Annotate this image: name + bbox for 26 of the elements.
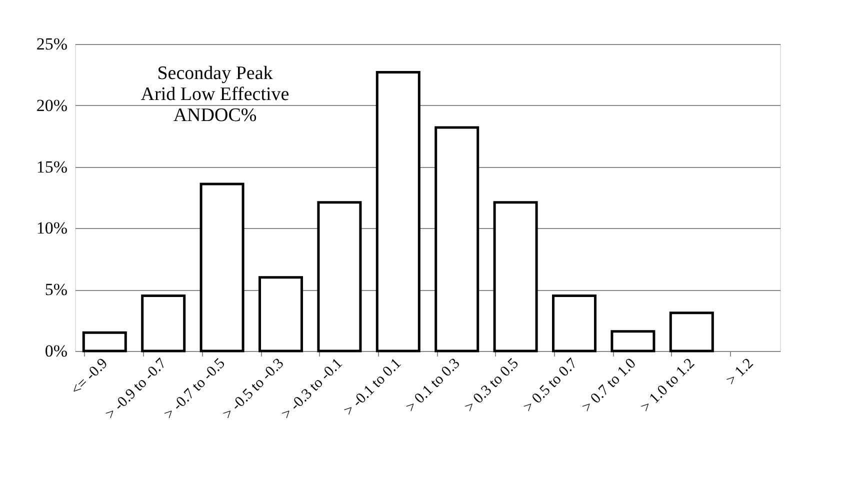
bar xyxy=(258,276,303,352)
y-tick-label: 10% xyxy=(36,218,68,238)
y-tick-label: 20% xyxy=(36,96,68,115)
x-tick-label: > -0.1 to 0.1 xyxy=(340,356,405,420)
x-tick-label: > 0.5 to 0.7 xyxy=(520,355,581,416)
x-tick-label: > 1.2 xyxy=(724,356,757,389)
bar xyxy=(493,201,538,352)
x-tick-label: > 1.0 to 1.2 xyxy=(638,356,698,416)
bar xyxy=(610,330,656,352)
y-tick-label: 25% xyxy=(36,34,68,54)
bar xyxy=(669,312,714,352)
x-tick-label: > 0.3 to 0.5 xyxy=(462,356,522,416)
y-tick-label: 0% xyxy=(44,342,68,360)
bar xyxy=(317,201,362,352)
bar xyxy=(376,70,420,352)
y-tick-label: 5% xyxy=(44,280,68,300)
y-tick-label: 15% xyxy=(36,157,68,176)
bar xyxy=(141,294,186,352)
bar xyxy=(434,126,480,352)
annotation: Seconday Peak Arid Low Effective ANDOC% xyxy=(140,63,290,126)
bar xyxy=(552,294,597,352)
x-tick-label: > 0.7 to 1.0 xyxy=(579,356,640,416)
x-tick-label: <= -0.9 xyxy=(68,356,112,398)
bar xyxy=(82,331,127,352)
x-tick-label: > 0.1 to 0.3 xyxy=(403,356,464,416)
bar xyxy=(200,182,244,352)
